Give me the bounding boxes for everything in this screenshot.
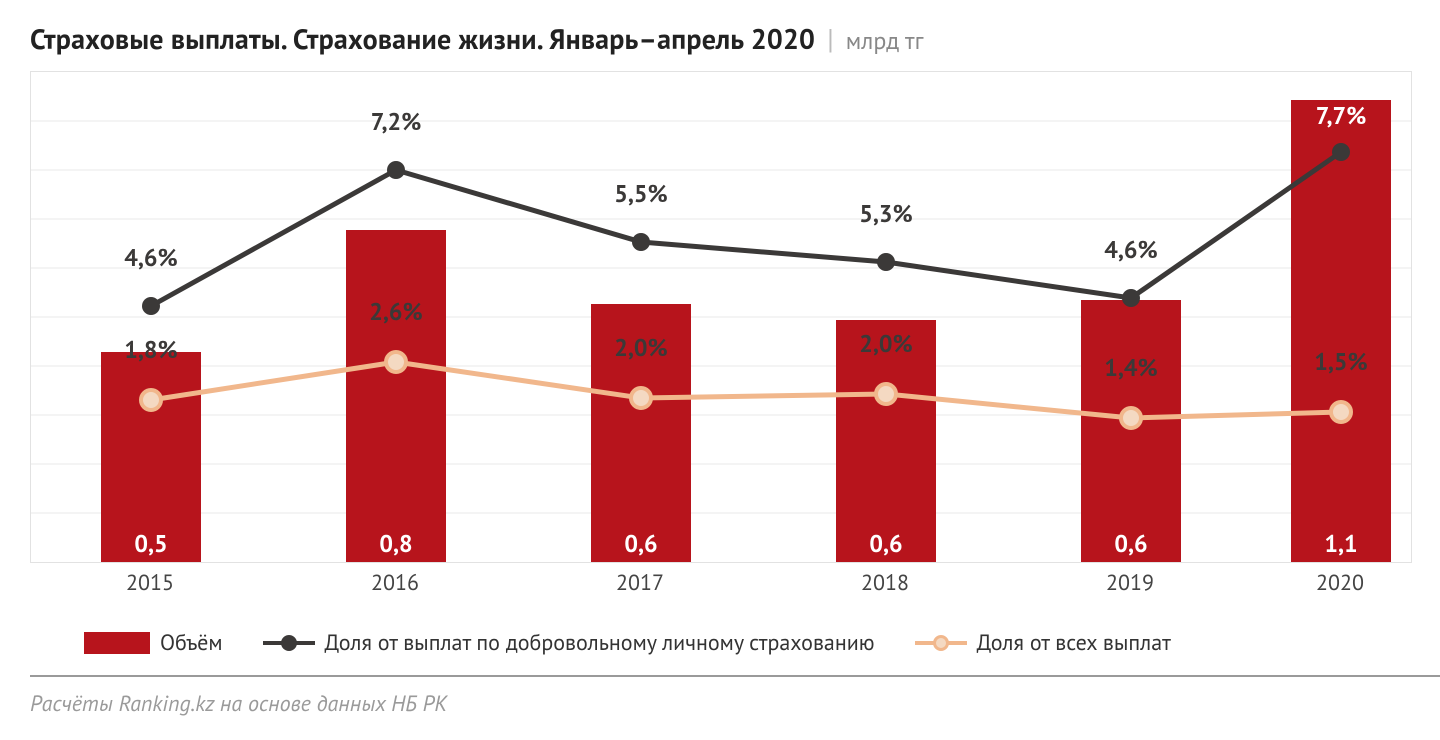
- svg-text:7,7%: 7,7%: [1316, 100, 1367, 131]
- svg-text:0,8: 0,8: [379, 528, 412, 559]
- svg-text:1,5%: 1,5%: [1314, 346, 1367, 377]
- svg-text:2,6%: 2,6%: [369, 296, 422, 327]
- svg-text:1,8%: 1,8%: [124, 334, 177, 365]
- x-axis-label: 2016: [371, 569, 419, 597]
- title-main: Страховые выплаты. Страхование жизни. Ян…: [30, 20, 815, 57]
- svg-text:5,3%: 5,3%: [859, 198, 912, 229]
- chart-plot-area: 0,5 0,8 0,6 0,6 0,6 1,1 1,8% 2,6% 2,0% 2,0% 1,4% 1,…: [30, 71, 1412, 563]
- svg-text:4,6%: 4,6%: [1104, 234, 1157, 265]
- title-separator: |: [827, 20, 834, 57]
- legend-label: Доля от всех выплат: [977, 629, 1171, 657]
- legend-line-dark: [263, 639, 315, 647]
- svg-text:1,1: 1,1: [1324, 528, 1357, 559]
- svg-text:2,0%: 2,0%: [859, 328, 912, 359]
- svg-text:7,2%: 7,2%: [371, 106, 422, 137]
- title-unit: млрд тг: [846, 25, 924, 56]
- x-axis-label: 2019: [1106, 569, 1154, 597]
- svg-text:0,6: 0,6: [1114, 528, 1147, 559]
- x-axis-label: 2020: [1316, 569, 1364, 597]
- svg-text:5,5%: 5,5%: [614, 178, 667, 209]
- x-axis-label: 2018: [861, 569, 909, 597]
- svg-text:0,5: 0,5: [134, 528, 167, 559]
- svg-text:4,6%: 4,6%: [124, 242, 177, 273]
- svg-text:0,6: 0,6: [869, 528, 902, 559]
- footer-source: Расчёты Ranking.kz на основе данных НБ Р…: [30, 690, 447, 718]
- chart-title: Страховые выплаты. Страхование жизни. Ян…: [30, 20, 1410, 57]
- legend-label: Объём: [160, 629, 223, 657]
- svg-text:0,6: 0,6: [624, 528, 657, 559]
- legend-label: Доля от выплат по добровольному личному …: [325, 629, 875, 657]
- x-axis-labels: 2015 2016 2017 2018 2019 2020: [30, 569, 1410, 599]
- svg-text:1,4%: 1,4%: [1104, 352, 1157, 383]
- legend-item-light-line: Доля от всех выплат: [915, 629, 1171, 657]
- legend-item-volume: Объём: [84, 629, 223, 657]
- legend-line-light: [915, 639, 967, 647]
- x-axis-label: 2017: [616, 569, 664, 597]
- legend-item-dark-line: Доля от выплат по добровольному личному …: [263, 629, 875, 657]
- svg-text:2,0%: 2,0%: [614, 332, 667, 363]
- chart-svg: 0,5 0,8 0,6 0,6 0,6 1,1 1,8% 2,6% 2,0% 2,0% 1,4% 1,…: [31, 72, 1411, 562]
- legend-swatch-bar: [84, 632, 150, 654]
- x-axis-label: 2015: [126, 569, 174, 597]
- legend: Объём Доля от выплат по добровольному ли…: [30, 629, 1440, 677]
